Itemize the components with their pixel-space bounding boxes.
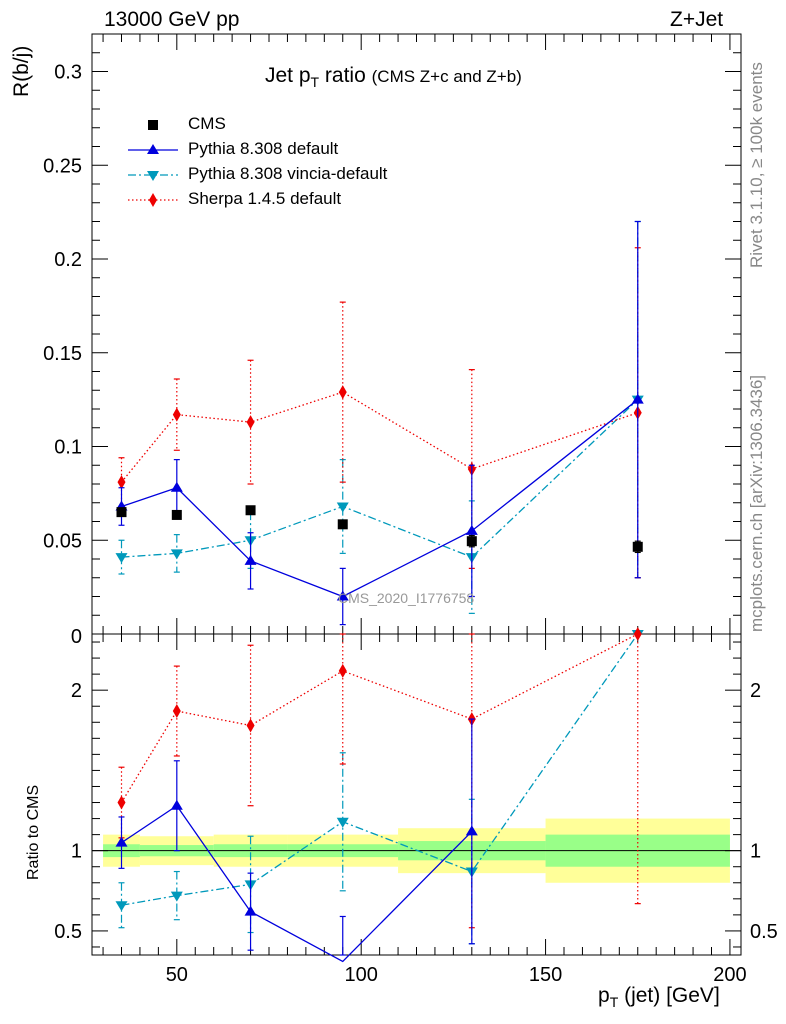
data-point-sh [338, 385, 347, 400]
rivet-version-label: Rivet 3.1.10, ≥ 100k events [747, 62, 766, 268]
data-point-vin [170, 549, 183, 560]
chart-title-main: Jet p [265, 64, 311, 87]
x-axis-label: pT (jet) [GeV] [598, 984, 720, 1010]
series-cms [116, 505, 643, 554]
ratio-point-sh [172, 704, 181, 719]
ratio-plot-frame [91, 633, 742, 956]
series-vin [115, 220, 644, 614]
y-tick-label: 0.3 [54, 62, 82, 84]
legend-marker-sherpa [128, 193, 178, 207]
ratio-axis-label: Ratio to CMS [25, 784, 42, 880]
y-tick-label-zero: 0 [71, 626, 82, 648]
x-axis-label-rest: (jet) [GeV] [618, 984, 720, 1007]
ratio-point-vin [115, 901, 128, 912]
legend-item-vincia: Pythia 8.308 vincia-default [128, 163, 428, 187]
data-point-py [170, 481, 183, 492]
y-tick-label: 0.15 [43, 343, 82, 365]
header-left-label: 13000 GeV pp [104, 8, 240, 31]
data-point-py [465, 524, 478, 535]
chart-title-rest: ratio [319, 64, 366, 87]
series-line-py [121, 399, 639, 598]
data-point-py [244, 554, 257, 565]
ratio-point-py [465, 825, 478, 836]
x-tick-label: 150 [529, 964, 562, 986]
data-point-cms [116, 507, 127, 518]
x-axis-label-main: p [598, 984, 610, 1007]
legend-marker-cms [148, 120, 158, 130]
ratio-point-sh [338, 663, 347, 678]
ratio-point-py [244, 905, 257, 916]
tick-labels: 50 100 150 200 0.05 0.1 0.15 0.2 0.25 0.3 0 0.5 0.5 1… [43, 62, 778, 987]
chart-title-note: (CMS Z+c and Z+b) [371, 67, 522, 86]
legend-label-vincia: Pythia 8.308 vincia-default [188, 164, 388, 183]
data-point-cms [245, 505, 256, 516]
y-tick-label: 0.2 [54, 249, 82, 271]
y-tick-label: 0.05 [43, 530, 82, 552]
y-tick-label: 0.1 [54, 437, 82, 459]
y-tick-label: 0.25 [43, 155, 82, 177]
series-layer [115, 220, 644, 963]
series-line-vin [121, 399, 639, 558]
x-axis-label-sub: T [609, 994, 619, 1011]
x-tick-label: 200 [713, 964, 746, 986]
legend-marker-pythia [128, 144, 178, 154]
x-tick-label: 100 [345, 964, 378, 986]
data-point-cms [337, 519, 348, 530]
ratio-point-py [170, 799, 183, 810]
data-point-sh [246, 415, 255, 430]
data-point-sh [172, 407, 181, 422]
legend-item-cms: CMS [128, 113, 388, 137]
analysis-watermark: CMS_2020_I1776758 [338, 590, 475, 606]
legend-label-cms: CMS [188, 114, 226, 133]
series-py [115, 220, 644, 626]
data-point-vin [336, 502, 349, 513]
ratio-point-py [115, 836, 128, 847]
series-sh [117, 247, 642, 579]
data-point-cms [171, 509, 182, 520]
ratio-series-py [115, 718, 478, 963]
legend-label-pythia: Pythia 8.308 default [188, 139, 339, 158]
mcplots-label: mcplots.cern.ch [arXiv:1306.3436] [747, 374, 766, 632]
data-point-vin [115, 553, 128, 564]
data-point-py [336, 590, 349, 601]
legend-marker-vincia [128, 171, 178, 181]
ratio-tick-label-right: 2 [750, 680, 761, 702]
data-point-cms [632, 541, 643, 552]
ratio-point-vin [336, 817, 349, 828]
axis-ticks [92, 34, 741, 955]
ratio-point-sh [117, 795, 126, 810]
chart-title: Jet pT ratio (CMS Z+c and Z+b) [265, 64, 522, 90]
chart-title-sub: T [310, 74, 320, 91]
ratio-point-sh [246, 718, 255, 733]
legend-item-sherpa: Sherpa 1.4.5 default [128, 188, 388, 212]
x-tick-label: 50 [166, 964, 188, 986]
series-line-sh [120, 391, 638, 483]
ratio-tick-label-left: 2 [71, 680, 82, 702]
ratio-tick-label-left: 0.5 [54, 921, 82, 943]
legend-label-sherpa: Sherpa 1.4.5 default [188, 189, 342, 208]
y-axis-label: R(b/j) [10, 45, 33, 97]
ratio-tick-label-right: 1 [750, 841, 761, 863]
ratio-series-vin [115, 630, 644, 945]
ratio-tick-label-left: 1 [71, 841, 82, 863]
legend-item-pythia: Pythia 8.308 default [128, 138, 388, 162]
ratio-line-vin [121, 633, 639, 906]
header-right-label: Z+Jet [670, 8, 724, 31]
ratio-line-sh [120, 633, 639, 803]
ratio-point-vin [170, 891, 183, 902]
data-point-py [631, 393, 644, 404]
data-point-cms [466, 536, 477, 547]
ratio-tick-label-right: 0.5 [750, 921, 778, 943]
data-point-sh [117, 475, 126, 490]
